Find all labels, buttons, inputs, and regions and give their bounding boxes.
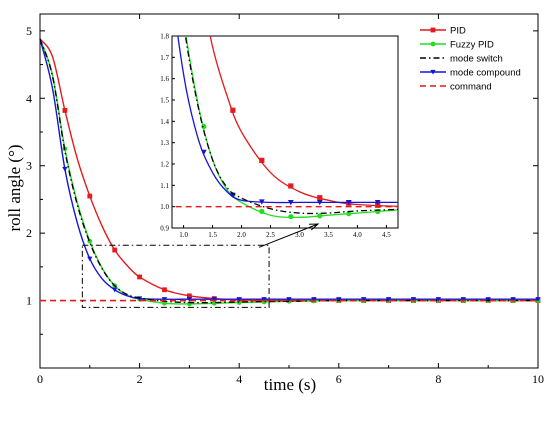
data-point	[87, 256, 93, 262]
inset-x-tick-label: 3.0	[295, 231, 304, 239]
y-tick-label: 1	[26, 294, 32, 308]
inset-y-tick-label: 1.4	[160, 118, 169, 126]
inset-y-tick-label: 1.1	[160, 182, 169, 190]
data-point	[336, 297, 342, 302]
legend-label: PID	[450, 26, 466, 37]
legend-label: Fuzzy PID	[450, 40, 494, 51]
inset-y-tick-label: 1.6	[160, 75, 169, 83]
data-point	[510, 297, 516, 302]
zoom-arrow-head	[308, 223, 320, 231]
inset-data-point	[230, 107, 236, 113]
data-point	[286, 297, 292, 302]
data-point	[62, 108, 68, 113]
inset-data-point	[317, 213, 323, 219]
inset-data-point	[288, 183, 294, 189]
x-tick-label: 10	[532, 372, 544, 386]
inset-data-point	[259, 157, 265, 163]
data-point	[161, 297, 168, 302]
inset-data-point	[375, 202, 381, 208]
inset-x-tick-label: 4.5	[382, 231, 391, 239]
y-tick-label: 3	[26, 159, 32, 173]
legend-label: command	[450, 82, 492, 93]
inset-y-tick-label: 1.3	[160, 139, 169, 147]
data-point	[460, 297, 466, 302]
inset-data-point	[316, 200, 323, 206]
data-point	[186, 297, 193, 302]
zoom-arrow	[258, 223, 320, 248]
inset-x-tick-label: 1.5	[208, 231, 217, 239]
y-tick-label: 5	[26, 24, 32, 38]
data-point	[162, 300, 167, 306]
zoom-region-box	[81, 244, 270, 308]
inset-y-tick-label: 0.9	[160, 225, 169, 233]
inset-y-tick-label: 1.0	[160, 203, 169, 211]
inset-series-line-pid	[209, 36, 398, 207]
data-point	[62, 166, 68, 172]
x-tick-label: 4	[236, 372, 242, 386]
inset-series-group	[172, 0, 398, 220]
inset-x-tick-label: 4.0	[353, 231, 362, 239]
inset-data-point	[201, 123, 207, 130]
inset-y-tick-label: 1.2	[160, 161, 169, 169]
x-tick-label: 8	[435, 372, 441, 386]
legend-marker	[430, 69, 436, 75]
data-point	[385, 297, 392, 302]
legend: PID Fuzzy PID mode switch mode compound comm…	[420, 26, 521, 93]
data-point	[410, 297, 417, 302]
data-point	[112, 247, 118, 253]
data-point	[137, 274, 142, 280]
data-point	[211, 297, 217, 302]
inset-y-tick-label: 1.5	[160, 97, 169, 105]
inset-data-point	[317, 195, 323, 201]
inset-x-tick-label: 2.0	[237, 231, 246, 239]
data-point	[535, 297, 541, 302]
inset-data-point	[258, 199, 265, 205]
legend-label: mode compound	[450, 68, 521, 79]
data-point	[485, 297, 491, 302]
inset-data-point	[259, 208, 265, 214]
legend-marker	[430, 41, 436, 47]
data-point	[435, 297, 442, 302]
inset-x-tick-label: 1.0	[179, 231, 188, 239]
x-tick-label: 0	[37, 372, 43, 386]
inset-frame	[171, 35, 399, 229]
y-axis-title: roll angle (°)	[5, 144, 24, 231]
inset-y-tick-label: 1.8	[160, 33, 169, 41]
inset-data-point	[287, 200, 294, 206]
inset-x-tick-label: 3.5	[324, 231, 333, 239]
data-point	[112, 287, 118, 293]
zoom-arrow-line	[258, 223, 319, 248]
inset-x-tick-label: 2.5	[266, 231, 275, 239]
inset-series-line-fuzzy-pid	[185, 36, 398, 218]
inset-data-point	[346, 211, 352, 217]
inset-y-tick-label: 1.7	[160, 54, 169, 62]
data-point	[236, 297, 242, 302]
inset-data-point	[288, 214, 294, 220]
x-axis-title: time (s)	[264, 375, 316, 394]
data-point	[187, 293, 192, 299]
x-tick-label: 2	[137, 372, 143, 386]
inset-data-point	[374, 200, 381, 206]
data-point	[162, 287, 167, 293]
data-point	[311, 297, 317, 302]
inset-series-line-mode-compound	[177, 36, 398, 204]
data-point	[87, 193, 93, 199]
y-tick-label: 2	[26, 226, 32, 240]
legend-marker	[430, 27, 436, 33]
data-point	[361, 297, 367, 302]
data-point	[261, 297, 267, 302]
inset-data-point	[201, 0, 206, 4]
inset-data-point	[345, 200, 352, 206]
y-tick-label: 4	[26, 91, 32, 105]
inset-plot-area: 1.0 1.5 2.0 2.5 3.0 3.5 4.0 4.5 0.9 1.0 1.1 1.2 1.3 1…	[160, 0, 399, 248]
legend-label: mode switch	[450, 54, 503, 65]
inset-data-point	[201, 149, 207, 155]
x-tick-label: 6	[336, 372, 342, 386]
